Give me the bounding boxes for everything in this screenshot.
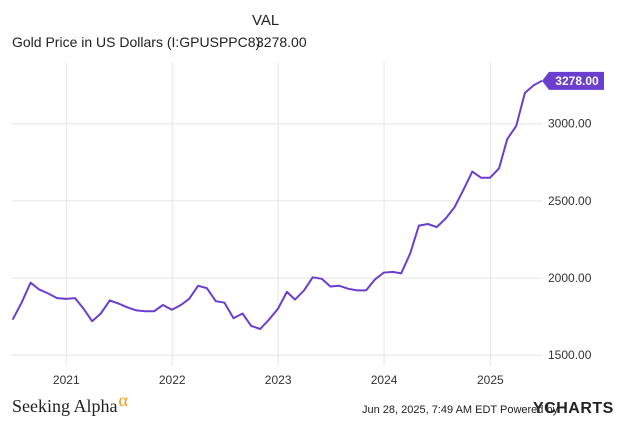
last-value-flag: 3278.00 [542,71,604,90]
x-tick-label: 2021 [53,373,80,387]
column-header-val: VAL [252,12,280,29]
y-tick-label: 3000.00 [548,117,592,131]
timestamp-powered-by: Jun 28, 2025, 7:49 AM EDT Powered by [362,404,559,416]
x-tick-label: 2025 [477,373,504,387]
series-name: Gold Price in US Dollars (I:GPUSPPC8) [12,34,261,50]
brand-name: Seeking Alpha [12,396,118,416]
x-tick-label: 2023 [265,373,292,387]
plot-area [12,62,542,366]
x-tick-label: 2022 [159,373,186,387]
grid [12,62,542,366]
flag-marker [542,71,604,90]
ycharts-logo: YCHARTS [533,400,614,417]
y-tick-label: 2500.00 [548,194,592,208]
alpha-mark: α [118,390,128,410]
flag-value-label: 3278.00 [555,74,599,88]
series-layer [11,79,543,330]
x-tick-label: 2024 [371,373,398,387]
gold-price-line [11,79,543,330]
seeking-alpha-logo: Seeking Alphaα [12,390,128,417]
series-value: 3278.00 [256,34,307,50]
x-axis: 2021 2022 2023 2024 2025 [53,373,504,387]
y-axis: 3000.00 2500.00 2000.00 1500.00 [548,117,592,362]
y-tick-label: 1500.00 [548,348,592,362]
y-tick-label: 2000.00 [548,271,592,285]
